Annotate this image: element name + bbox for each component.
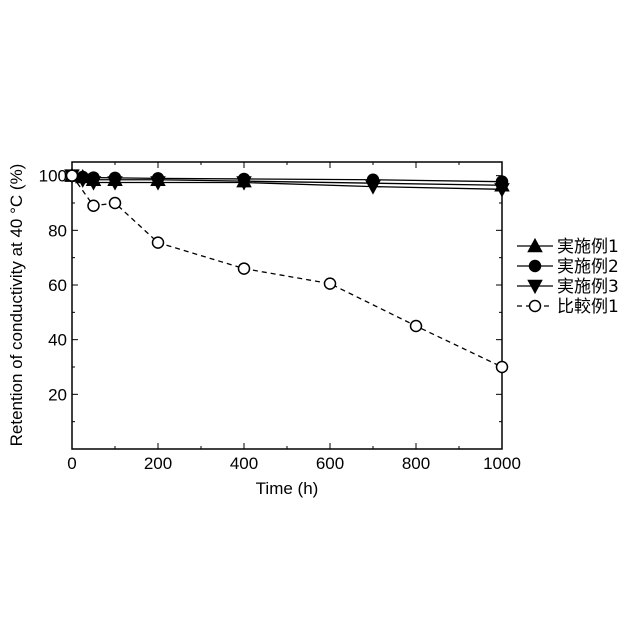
x-tick-label: 800 — [402, 454, 430, 473]
series-line — [72, 176, 502, 367]
open-circle-marker — [67, 170, 78, 181]
filled-circle-marker — [530, 261, 541, 272]
open-circle-marker — [497, 362, 508, 373]
legend-label: 実施例1 — [557, 237, 619, 257]
series-3 — [66, 170, 509, 196]
x-tick-label: 1000 — [483, 454, 521, 473]
legend-item: 比較例1 — [517, 297, 619, 317]
series-layer — [66, 169, 509, 372]
legend-item: 実施例2 — [517, 257, 619, 277]
x-tick-label: 600 — [316, 454, 344, 473]
y-tick-label: 40 — [48, 331, 67, 350]
x-tick-label: 200 — [144, 454, 172, 473]
x-tick-label: 400 — [230, 454, 258, 473]
open-circle-marker — [325, 278, 336, 289]
open-circle-marker — [411, 321, 422, 332]
legend-item: 実施例1 — [517, 237, 619, 257]
open-circle-marker — [530, 301, 541, 312]
y-tick-label: 20 — [48, 385, 67, 404]
open-circle-marker — [88, 200, 99, 211]
y-tick-label: 80 — [48, 221, 67, 240]
y-axis-label: Retention of conductivity at 40 °C (%) — [7, 164, 26, 447]
series-line — [72, 176, 502, 182]
legend-label: 実施例2 — [557, 257, 619, 277]
legend-label: 実施例3 — [557, 277, 619, 297]
x-tick-label: 0 — [67, 454, 76, 473]
open-circle-marker — [110, 198, 121, 209]
plot-frame — [72, 162, 502, 449]
series-4 — [67, 170, 508, 372]
open-circle-marker — [239, 263, 250, 274]
legend: 実施例1実施例2実施例3比較例1 — [517, 237, 619, 317]
y-tick-label: 100 — [39, 167, 67, 186]
legend-label: 比較例1 — [557, 297, 619, 317]
axis-ticks: 0 200 400 600 800 1000 20 40 60 80 100 — [39, 162, 521, 473]
y-tick-label: 60 — [48, 276, 67, 295]
open-circle-marker — [153, 237, 164, 248]
legend-item: 実施例3 — [517, 277, 619, 297]
x-axis-label: Time (h) — [256, 479, 319, 498]
